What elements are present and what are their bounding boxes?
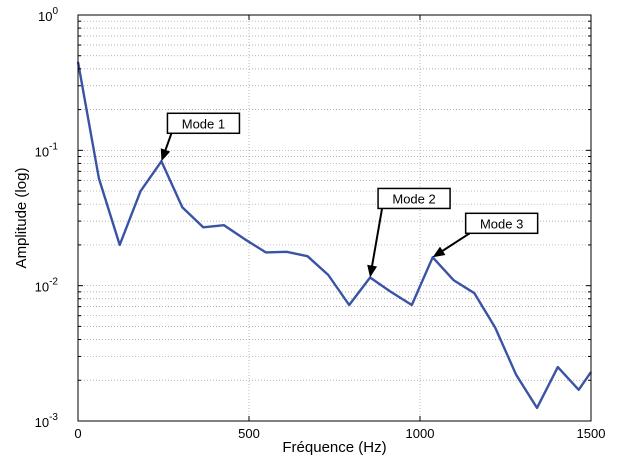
x-tick-label: 0 (74, 426, 81, 441)
annotation-arrowhead (432, 246, 446, 258)
x-tick-label: 500 (238, 426, 260, 441)
annotation-arrow (438, 232, 471, 255)
y-axis-label: Amplitude (log) (13, 168, 30, 269)
annotation-arrow (370, 208, 384, 271)
x-tick-label: 1500 (577, 426, 606, 441)
annotation-box (166, 112, 241, 135)
annotation-box (377, 187, 451, 210)
annotation-label: Mode 3 (480, 216, 523, 231)
series-layer (76, 61, 592, 410)
annotation-arrowhead (160, 148, 171, 162)
annotations-layer: Mode 1 Mode 2 Mode 3 (160, 112, 539, 278)
y-tick-label: 10-1 (35, 141, 59, 159)
y-tick-label: 100 (38, 6, 58, 24)
plot-frame (77, 14, 592, 422)
y-tick-label: 10-3 (35, 412, 59, 430)
annotation-label: Mode 2 (392, 191, 435, 206)
annotation-arrowhead (367, 264, 378, 278)
x-tick-label: 1000 (406, 426, 435, 441)
x-axis-label: Fréquence (Hz) (282, 439, 386, 456)
ticks-layer: 0 500 1000 1500 100 10-1 10-2 10-3 (35, 6, 606, 441)
y-tick-label: 10-2 (35, 277, 59, 295)
annotation-box (464, 212, 539, 235)
annotation-label: Mode 1 (182, 116, 225, 131)
series-line (76, 61, 592, 410)
